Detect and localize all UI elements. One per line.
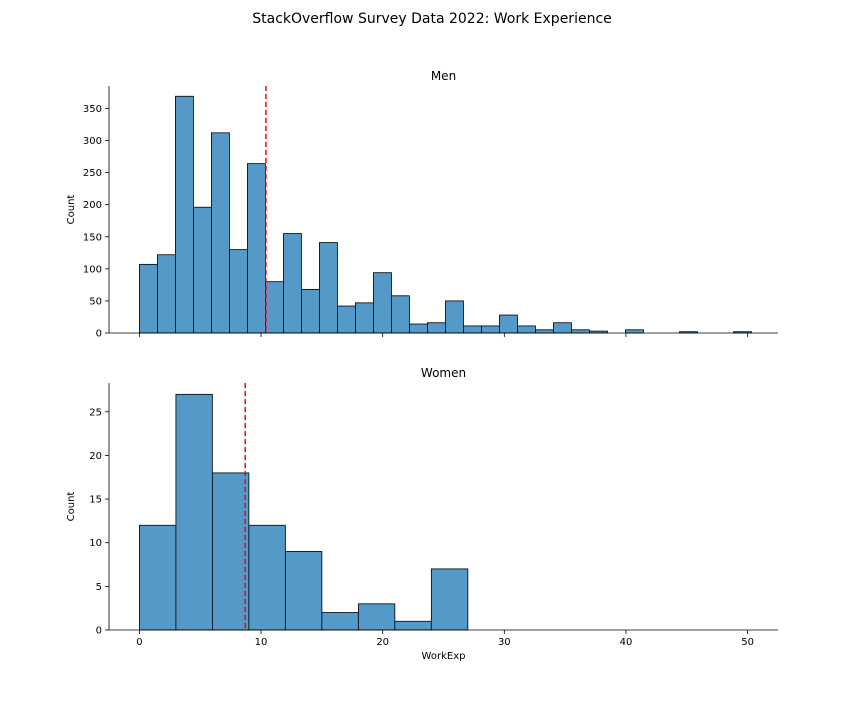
x-axis-label: WorkExp bbox=[422, 651, 466, 662]
histogram-bar bbox=[139, 524, 177, 631]
x-tick-label: 0 bbox=[136, 637, 142, 648]
women-panel: 0 5 10 15 20 25 0 10 20 30 40 50 Women Count WorkExp bbox=[66, 366, 778, 662]
histogram-bar bbox=[319, 242, 338, 334]
y-tick-label: 200 bbox=[83, 200, 102, 211]
histogram-bar bbox=[517, 325, 536, 334]
histogram-bar bbox=[211, 132, 230, 334]
histogram-bar bbox=[211, 472, 250, 631]
histogram-bar bbox=[625, 329, 644, 334]
y-tick-label: 300 bbox=[83, 136, 102, 147]
y-tick-label: 20 bbox=[89, 451, 102, 462]
histogram-bar bbox=[373, 272, 392, 334]
histogram-bar bbox=[445, 300, 464, 334]
histogram-bar bbox=[499, 314, 518, 334]
histogram-bar bbox=[337, 305, 356, 334]
y-tick-label: 350 bbox=[83, 104, 102, 115]
histogram-bar bbox=[283, 233, 302, 334]
x-tick-label: 20 bbox=[376, 637, 389, 648]
histogram-bar bbox=[193, 206, 212, 334]
y-tick-label: 250 bbox=[83, 168, 102, 179]
y-tick-label: 0 bbox=[96, 329, 102, 340]
histogram-bar bbox=[571, 329, 590, 334]
histogram-bar bbox=[391, 295, 410, 334]
figure-title: StackOverflow Survey Data 2022: Work Exp… bbox=[252, 11, 612, 27]
histogram-bar bbox=[535, 329, 554, 334]
histogram-bar bbox=[409, 323, 428, 334]
histogram-bar bbox=[157, 254, 176, 334]
y-tick-label: 0 bbox=[96, 626, 102, 637]
men-panel: 0 50 100 150 200 250 300 350 Men Count bbox=[66, 69, 778, 340]
histogram-bar bbox=[553, 322, 572, 334]
histogram-bar bbox=[229, 249, 248, 334]
histogram-bar bbox=[175, 95, 194, 334]
histogram-bar bbox=[357, 603, 396, 631]
histogram-bar bbox=[463, 325, 482, 334]
y-axis-label: Count bbox=[66, 195, 77, 225]
histogram-bar bbox=[394, 620, 432, 631]
y-tick-label: 50 bbox=[89, 296, 102, 307]
histogram-bar bbox=[427, 322, 446, 334]
y-tick-label: 10 bbox=[89, 538, 102, 549]
histogram-bar bbox=[284, 551, 323, 631]
histogram-bar bbox=[248, 524, 286, 631]
x-tick-label: 30 bbox=[498, 637, 511, 648]
y-tick-label: 5 bbox=[96, 582, 102, 593]
histogram-bar bbox=[481, 325, 500, 334]
y-axis-label: Count bbox=[66, 492, 77, 522]
histogram-bar bbox=[175, 393, 213, 631]
subplot-title: Men bbox=[431, 69, 456, 83]
subplot-title: Women bbox=[421, 366, 466, 380]
x-tick-label: 10 bbox=[255, 637, 268, 648]
x-tick-label: 40 bbox=[620, 637, 633, 648]
y-tick-label: 100 bbox=[83, 264, 102, 275]
histogram-bar bbox=[139, 263, 158, 334]
y-tick-label: 15 bbox=[89, 495, 102, 506]
x-tick-label: 50 bbox=[741, 637, 754, 648]
y-tick-label: 150 bbox=[83, 232, 102, 243]
histogram-bar bbox=[247, 163, 266, 334]
histogram-bar bbox=[355, 302, 374, 334]
histogram-bar bbox=[301, 288, 320, 334]
histogram-bar bbox=[430, 568, 469, 631]
histogram-bar bbox=[265, 281, 284, 334]
histogram-bar bbox=[321, 612, 359, 631]
y-tick-label: 25 bbox=[89, 407, 102, 418]
